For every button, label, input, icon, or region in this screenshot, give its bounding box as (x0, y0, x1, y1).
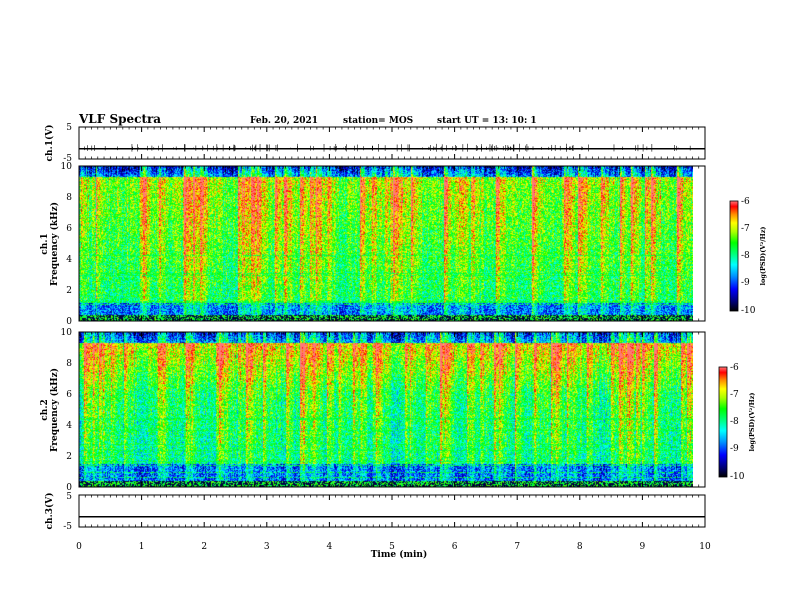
ch1-colorbar-tick-m7: -7 (741, 224, 750, 234)
ch2-ytick-6: 6 (66, 390, 72, 400)
chart-title: VLF Spectra (78, 112, 161, 126)
ch2-colorbar-tick-m9: -9 (730, 444, 739, 454)
header-station: station= MOS (343, 116, 413, 126)
ch2-ytick-2: 2 (66, 452, 72, 462)
ch2-spectrogram-ticks (78, 332, 706, 487)
header-start-time: start UT = 13: 10: 1 (437, 116, 537, 126)
x-tick-label: 10 (699, 542, 711, 552)
ch1-colorbar-tick-m9: -9 (741, 278, 750, 288)
ch1-waveform-ylabel: ch.1(V) (44, 125, 55, 162)
ch1-spectrogram-ticks (78, 166, 706, 321)
ch1-spectrogram-image (79, 166, 693, 321)
ch3-waveform-panel: 5 -5 ch.3(V) (44, 492, 706, 532)
ch2-ytick-10: 10 (61, 328, 73, 338)
x-tick-label: 1 (139, 542, 145, 552)
ch2-spectrogram-image (79, 332, 693, 487)
ch2-colorbar-label: log(PSD)(V²/Hz) (748, 393, 756, 452)
x-tick-label: 3 (264, 542, 270, 552)
ch3-ytick-bottom: -5 (63, 522, 72, 532)
ch2-colorbar-tick-m8: -8 (730, 417, 739, 427)
ch1-spectrogram-panel: 0 2 4 6 8 10 ch.1 Frequency (kHz) -6 -7 … (40, 162, 767, 327)
ch2-colorbar-tick-m10: -10 (730, 472, 745, 482)
ch2-spectrogram-ylabel-frequency: Frequency (kHz) (49, 368, 60, 452)
x-tick-label: 7 (514, 542, 520, 552)
ch1-colorbar-tick-m6: -6 (741, 197, 750, 207)
x-tick-label: 2 (201, 542, 207, 552)
ch1-ytick-4: 4 (66, 255, 72, 265)
ch1-colorbar-tick-m8: -8 (741, 251, 750, 261)
ch1-ytick-0: 0 (66, 317, 72, 327)
ch1-waveform-panel: 5 -5 ch.1(V) (44, 123, 706, 164)
ch2-colorbar-gradient (718, 366, 728, 478)
ch1-spectrogram-yticklabels: 0 2 4 6 8 10 (61, 162, 73, 327)
x-tick-label: 4 (327, 542, 333, 552)
ch3-waveform-ticks (78, 495, 706, 527)
ch1-colorbar-tick-m10: -10 (741, 306, 756, 316)
ch2-colorbar-tick-m7: -7 (730, 390, 739, 400)
time-axis-label: Time (min) (371, 549, 428, 560)
ch3-ytick-top: 5 (66, 492, 72, 502)
ch2-colorbar-tick-m6: -6 (730, 363, 739, 373)
ch1-spectrogram-ylabel-channel: ch.1 (40, 233, 50, 254)
header-date: Feb. 20, 2021 (250, 116, 318, 126)
x-tick-label: 9 (640, 542, 646, 552)
ch2-spectrogram-ylabel-channel: ch.2 (40, 399, 50, 420)
ch1-waveform-ticks (78, 127, 706, 159)
ch2-ytick-8: 8 (66, 359, 72, 369)
ch3-waveform-ylabel: ch.3(V) (44, 493, 55, 530)
ch1-ytick-2: 2 (66, 286, 72, 296)
ch1-colorbar-gradient (729, 200, 739, 312)
x-tick-label: 0 (76, 542, 82, 552)
ch1-ytick-6: 6 (66, 224, 72, 234)
ch2-spectrogram-panel: 0 2 4 6 8 10 ch.2 Frequency (kHz) -6 -7 … (40, 328, 756, 493)
ch1-waveform-spikes (84, 143, 691, 152)
ch2-ytick-4: 4 (66, 421, 72, 431)
ch1-ytick-bottom: -5 (63, 154, 72, 164)
ch3-waveform-frame (78, 494, 706, 528)
ch1-ytick-10: 10 (61, 162, 73, 172)
ch1-colorbar: -6 -7 -8 -9 -10 log(PSD)(V²/Hz) (729, 197, 767, 316)
x-tick-label: 8 (577, 542, 583, 552)
ch2-ytick-0: 0 (66, 483, 72, 493)
ch1-ytick-top: 5 (66, 123, 72, 133)
ch1-spectrogram-ylabel-frequency: Frequency (kHz) (49, 202, 60, 286)
x-tick-label: 6 (452, 542, 458, 552)
ch1-colorbar-label: log(PSD)(V²/Hz) (759, 227, 767, 286)
ch1-waveform-frame (78, 126, 706, 160)
x-tick-label: 5 (389, 542, 395, 552)
ch2-colorbar: -6 -7 -8 -9 -10 log(PSD)(V²/Hz) (718, 363, 756, 482)
ch1-ytick-8: 8 (66, 193, 72, 203)
time-axis: 0 1 2 3 4 5 6 7 8 9 10 (76, 542, 711, 552)
ch2-spectrogram-yticklabels: 0 2 4 6 8 10 (61, 328, 73, 493)
